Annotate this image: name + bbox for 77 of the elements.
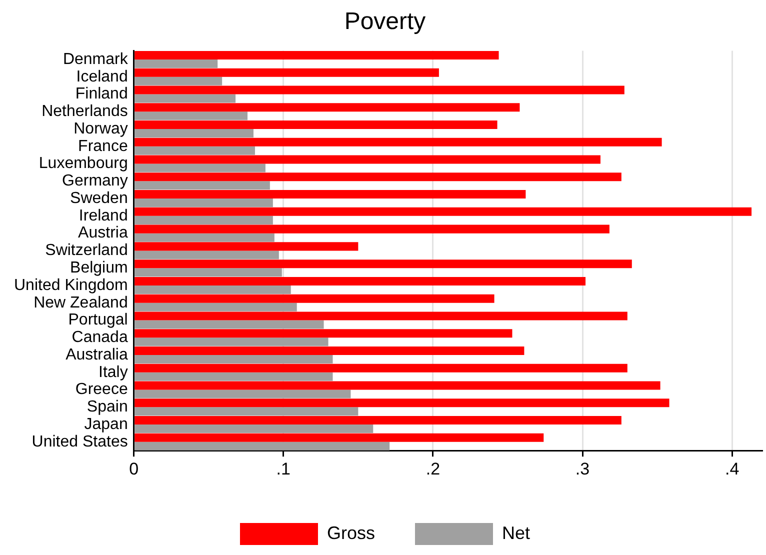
x-tick-label: .4 bbox=[724, 459, 740, 478]
bar bbox=[134, 120, 498, 130]
bar bbox=[134, 416, 622, 425]
bar bbox=[134, 364, 628, 372]
y-tick-label: Spain bbox=[86, 398, 128, 416]
bar bbox=[134, 433, 544, 442]
bar bbox=[134, 172, 622, 182]
y-tick-label: Norway bbox=[74, 120, 128, 138]
bar bbox=[134, 372, 333, 381]
y-tick-label: Iceland bbox=[76, 68, 128, 86]
bar bbox=[134, 207, 752, 216]
bar bbox=[134, 164, 266, 172]
chart-title: Poverty bbox=[344, 8, 426, 36]
bar bbox=[134, 242, 358, 251]
y-tick-label: Denmark bbox=[62, 50, 129, 68]
bar bbox=[134, 285, 291, 294]
bar bbox=[134, 94, 236, 103]
y-tick-label: France bbox=[78, 138, 128, 155]
bar bbox=[134, 112, 248, 120]
bar bbox=[134, 190, 526, 199]
legend-label: Gross bbox=[326, 522, 376, 543]
y-tick-label: Canada bbox=[72, 329, 128, 346]
bar bbox=[134, 346, 524, 355]
bar bbox=[134, 216, 273, 224]
legend-label: Net bbox=[502, 522, 530, 543]
bar bbox=[134, 407, 358, 416]
y-tick-label: Portugal bbox=[68, 312, 128, 329]
x-tick-label: .1 bbox=[276, 459, 290, 478]
bar bbox=[134, 424, 374, 434]
bar bbox=[134, 138, 662, 146]
y-tick-label: Belgium bbox=[70, 259, 128, 276]
y-tick-label: New Zealand bbox=[34, 294, 128, 312]
bar bbox=[134, 50, 499, 60]
y-tick-label: Netherlands bbox=[42, 103, 128, 120]
bar bbox=[134, 146, 255, 155]
bar bbox=[134, 390, 351, 398]
y-tick-label: Australia bbox=[66, 346, 128, 364]
bar bbox=[134, 276, 586, 286]
y-tick-label: Greece bbox=[75, 381, 128, 398]
bar bbox=[134, 224, 610, 234]
bar bbox=[134, 354, 333, 364]
bar bbox=[134, 329, 512, 338]
bar bbox=[134, 181, 270, 190]
bar bbox=[134, 442, 390, 450]
bar bbox=[134, 198, 273, 208]
bar bbox=[134, 268, 282, 277]
bar bbox=[134, 260, 632, 268]
bar bbox=[134, 68, 439, 77]
bar bbox=[134, 103, 520, 112]
bar bbox=[134, 76, 222, 86]
y-tick-label: United States bbox=[32, 433, 128, 450]
bar bbox=[134, 155, 600, 164]
y-tick-label: Ireland bbox=[78, 207, 128, 224]
bar bbox=[134, 86, 624, 94]
x-tick-label: .2 bbox=[426, 459, 440, 478]
y-tick-label: Japan bbox=[84, 416, 128, 433]
y-tick-label: Italy bbox=[98, 364, 128, 381]
bar bbox=[134, 59, 218, 68]
bar bbox=[134, 320, 324, 329]
y-tick-label: Finland bbox=[75, 86, 128, 103]
bar bbox=[134, 233, 274, 242]
bar bbox=[134, 312, 628, 320]
y-tick-label: United Kingdom bbox=[14, 276, 128, 294]
bar bbox=[134, 129, 254, 138]
bar bbox=[134, 398, 670, 408]
y-tick-label: Germany bbox=[62, 172, 128, 190]
y-tick-label: Luxembourg bbox=[38, 155, 128, 172]
y-tick-label: Sweden bbox=[70, 190, 128, 207]
bar bbox=[134, 302, 297, 312]
bar bbox=[134, 381, 660, 390]
x-tick-label: .3 bbox=[575, 459, 590, 478]
y-tick-label: Switzerland bbox=[45, 242, 128, 260]
bar bbox=[134, 250, 279, 260]
x-tick-label: 0 bbox=[129, 459, 139, 478]
bar bbox=[134, 294, 494, 303]
y-tick-label: Austria bbox=[78, 224, 128, 242]
bar bbox=[134, 338, 328, 346]
